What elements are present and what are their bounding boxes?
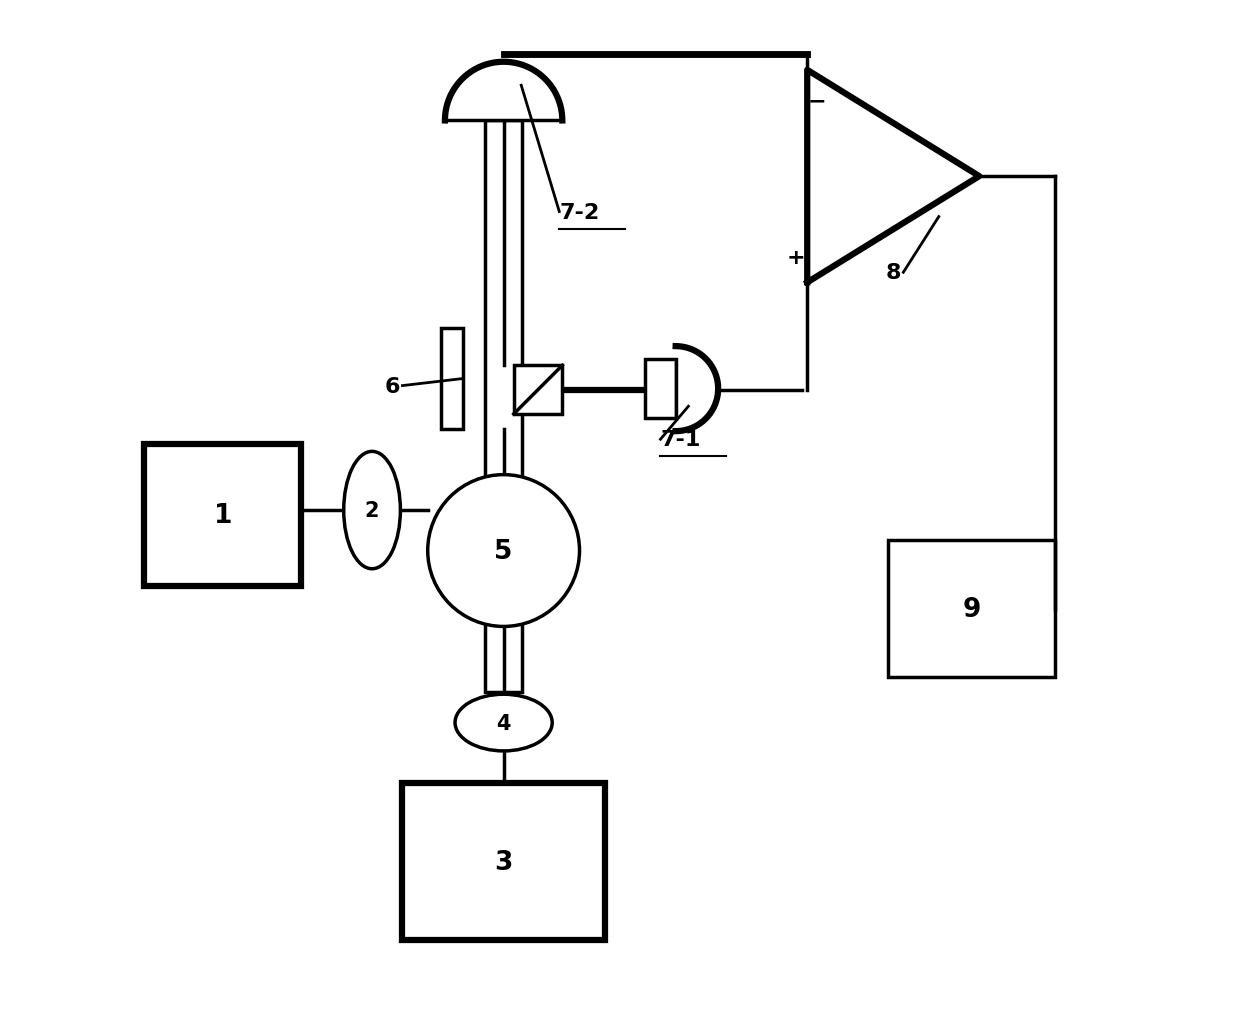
Circle shape xyxy=(428,475,579,627)
Text: +: + xyxy=(786,248,806,268)
Text: 5: 5 xyxy=(495,538,513,564)
Ellipse shape xyxy=(343,452,401,569)
Bar xyxy=(144,445,301,586)
Ellipse shape xyxy=(455,695,552,751)
Text: 4: 4 xyxy=(496,713,511,733)
Text: 3: 3 xyxy=(495,849,513,875)
Polygon shape xyxy=(445,63,562,121)
Text: 7-1: 7-1 xyxy=(661,430,701,450)
Bar xyxy=(441,329,464,430)
Bar xyxy=(485,121,522,693)
Polygon shape xyxy=(807,71,980,283)
Polygon shape xyxy=(676,347,718,432)
Text: 7-2: 7-2 xyxy=(559,202,599,222)
Text: 9: 9 xyxy=(962,596,981,622)
Bar xyxy=(888,541,1055,677)
Bar xyxy=(403,784,605,940)
Text: −: − xyxy=(808,91,827,111)
Bar xyxy=(645,360,676,419)
Text: 1: 1 xyxy=(213,502,232,529)
Text: 2: 2 xyxy=(365,500,379,521)
Text: 6: 6 xyxy=(384,376,401,396)
Bar xyxy=(513,366,562,415)
Text: 8: 8 xyxy=(885,263,901,283)
